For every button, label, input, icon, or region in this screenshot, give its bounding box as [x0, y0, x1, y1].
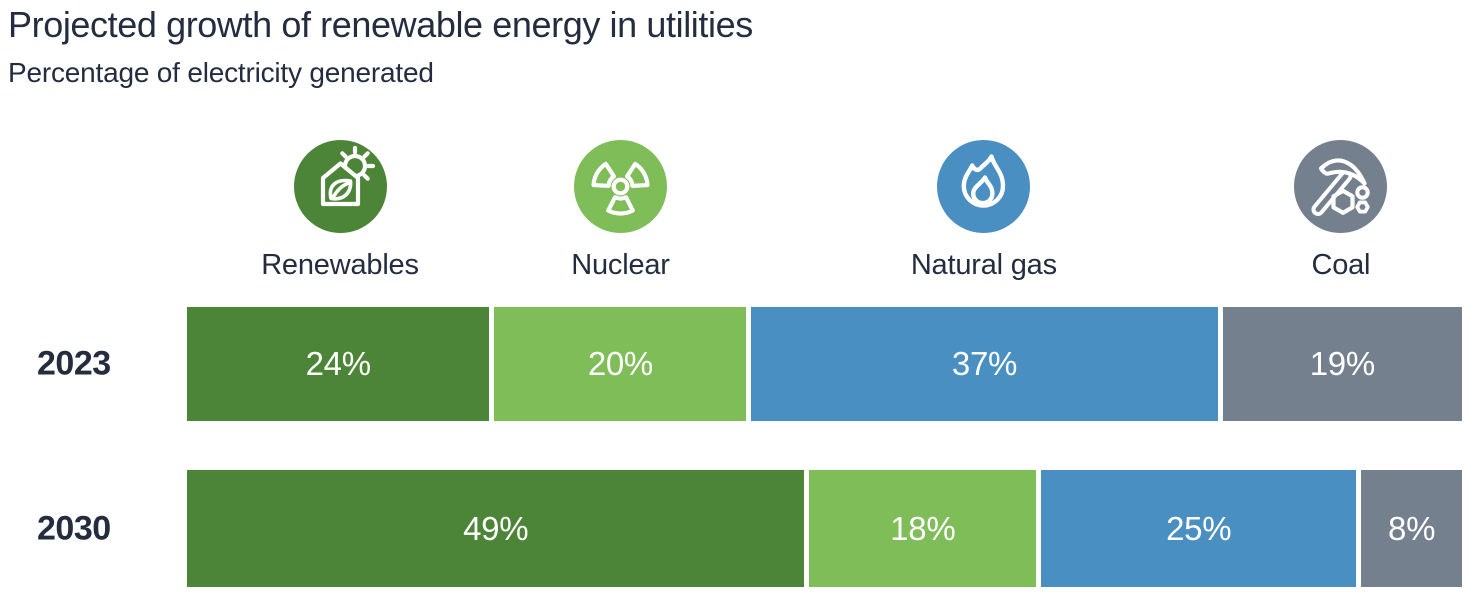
- segment-value-label: 25%: [1166, 509, 1232, 547]
- segment-value-label: 20%: [587, 345, 653, 382]
- segment-value-label: 18%: [890, 509, 956, 547]
- chart-subtitle: Percentage of electricity generated: [8, 57, 434, 88]
- natural-gas-flame-icon: [937, 140, 1031, 233]
- chart-title: Projected growth of renewable energy in …: [8, 4, 753, 45]
- renewables-house-leaf-sun-icon: [293, 140, 387, 233]
- bar-segment-coal: 8%: [1361, 470, 1462, 587]
- row-year-label: 2023: [37, 344, 111, 383]
- legend-label-natural-gas: Natural gas: [910, 249, 1057, 281]
- segment-value-label: 8%: [1388, 509, 1436, 547]
- segment-value-label: 37%: [951, 345, 1018, 382]
- legend-item-renewables: Renewables: [210, 140, 470, 282]
- bar-segment-renewables: 49%: [187, 470, 805, 587]
- segment-value-label: 19%: [1309, 345, 1375, 382]
- chart-row-2030: 2030 49% 18% 25% 8%: [0, 470, 1470, 587]
- chart-row-2023: 2023 24% 20% 37% 19%: [0, 307, 1470, 421]
- legend-label-coal: Coal: [1311, 249, 1371, 281]
- segment-value-label: 24%: [305, 345, 371, 382]
- bar-segment-natural-gas: 37%: [751, 307, 1218, 421]
- bar-segment-nuclear: 20%: [494, 307, 747, 421]
- legend-item-nuclear: Nuclear: [491, 140, 751, 282]
- legend-item-coal: Coal: [1211, 140, 1470, 282]
- legend-label-nuclear: Nuclear: [571, 249, 670, 281]
- bar-segment-nuclear: 18%: [809, 470, 1037, 587]
- segment-value-label: 49%: [463, 509, 529, 547]
- bar-segment-renewables: 24%: [187, 307, 490, 421]
- stacked-bar: 24% 20% 37% 19%: [187, 307, 1463, 421]
- bar-segment-coal: 19%: [1222, 307, 1463, 421]
- nuclear-radiation-icon: [574, 140, 667, 233]
- row-year-label: 2030: [37, 509, 111, 547]
- stacked-bar: 49% 18% 25% 8%: [187, 470, 1462, 587]
- legend-item-natural-gas: Natural gas: [854, 140, 1114, 282]
- legend-label-renewables: Renewables: [261, 249, 419, 281]
- coal-pickaxe-icon: [1294, 140, 1388, 233]
- bar-segment-natural-gas: 25%: [1041, 470, 1357, 587]
